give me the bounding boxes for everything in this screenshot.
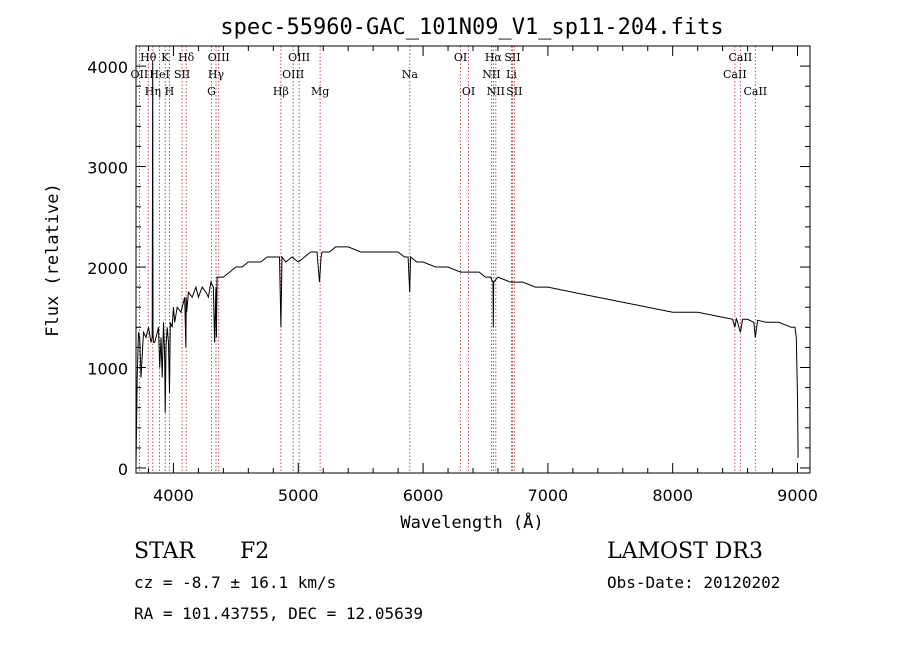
spectrum-series-line [135,61,799,467]
line-label-10: OIII [208,51,230,64]
line-label-8: G [207,85,216,98]
redshift-readout: cz = -8.7 ± 16.1 km/s [134,573,337,592]
line-label-1: Hθ [140,51,157,64]
x-tick-label: 5000 [278,486,319,505]
x-tick-label: 7000 [528,486,569,505]
line-label-21: Li [506,68,517,81]
line-label-19: Hα [485,51,503,64]
line-label-23: SII [506,85,522,98]
coordinates: RA = 101.43755, DEC = 12.05639 [134,604,423,623]
line-label-14: Mg [311,85,329,98]
line-label-25: CaII [729,51,753,64]
line-label-15: Na [402,68,419,81]
x-axis-ticks: 4000 5000 6000 7000 8000 9000 [147,46,818,505]
y-tick-label: 2000 [87,259,128,278]
x-axis-label: Wavelength (Å) [400,511,543,533]
y-axis-ticks: 0 1000 2000 3000 4000 [87,45,810,479]
line-label-24: CaII [723,68,747,81]
y-tick-label: 0 [118,460,128,479]
y-tick-label: 3000 [87,159,128,178]
emission-line-labels: OIIHθHηHeIKHSIIHδGHγOIIIHβOIIIOIIIMgNaOI… [131,51,768,98]
x-tick-label: 6000 [403,486,444,505]
line-label-20: NII [487,85,505,98]
obs-date: Obs-Date: 20120202 [607,573,781,592]
x-tick-label: 9000 [777,486,818,505]
y-tick-label: 1000 [87,360,128,379]
survey-name: LAMOST DR3 [607,539,763,564]
y-tick-label: 4000 [87,58,128,77]
line-label-22: SII [504,51,520,64]
plot-frame [135,45,811,474]
line-label-7: Hδ [178,51,195,64]
line-label-5: H [165,85,175,98]
line-label-17: OI [462,85,475,98]
y-axis-label: Flux (relative) [43,183,63,337]
line-label-4: K [161,51,170,64]
x-tick-label: 4000 [153,486,194,505]
line-label-18: NII [482,68,500,81]
x-tick-label: 8000 [652,486,693,505]
line-label-16: OI [454,51,467,64]
line-label-11: Hβ [273,85,289,98]
subclass: F2 [240,539,270,564]
object-class: STAR [134,539,195,564]
chart-title: spec-55960-GAC_101N09_V1_sp11-204.fits [220,15,723,40]
line-label-13: OIII [288,51,310,64]
emission-line-markers [138,46,756,473]
line-label-0: OII [131,68,149,81]
line-label-26: CaII [743,85,767,98]
line-label-9: Hγ [208,68,225,81]
line-label-6: SII [174,68,190,81]
line-label-3: HeI [149,68,169,81]
line-label-12: OIII [282,68,304,81]
